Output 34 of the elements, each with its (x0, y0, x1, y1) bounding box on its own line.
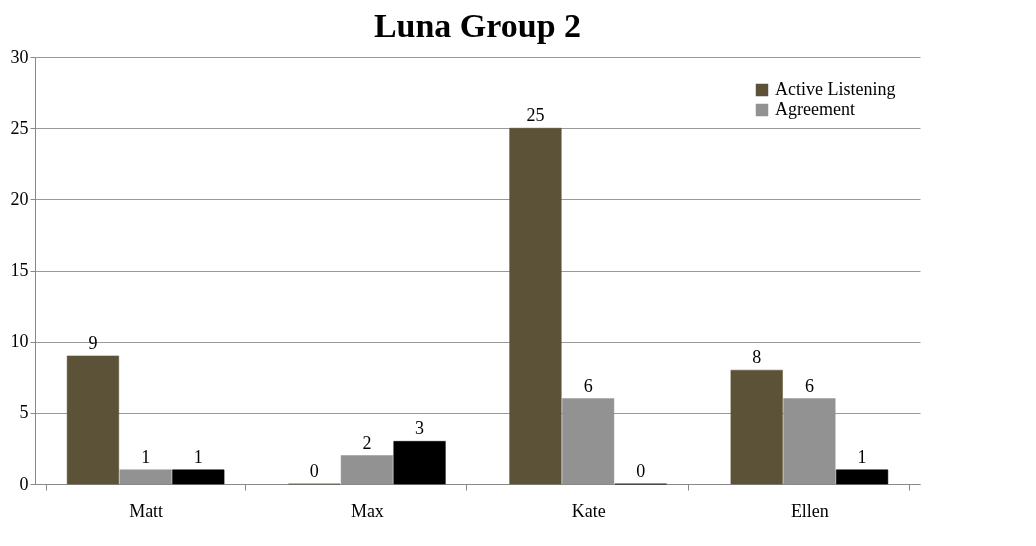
x-tick-label: Kate (571, 500, 606, 521)
data-label: 25 (526, 105, 545, 126)
y-tick-label: 10 (10, 331, 29, 352)
bar (509, 127, 562, 485)
bar (340, 455, 393, 485)
data-label: 0 (636, 461, 646, 481)
data-label: 6 (804, 375, 814, 396)
y-tick-label: 0 (19, 473, 29, 494)
x-tick-label: Max (350, 500, 384, 521)
data-label: 1 (141, 446, 151, 467)
bar (730, 369, 783, 485)
bar (835, 469, 889, 485)
y-tick-label: 5 (19, 402, 29, 423)
bar (172, 469, 225, 485)
chart-title: Luna Group 2 (373, 7, 582, 44)
y-tick-label: 25 (10, 117, 29, 138)
data-label: 2 (362, 432, 372, 453)
x-tick-label: Matt (129, 500, 164, 521)
data-label: 9 (88, 332, 98, 353)
data-label: 3 (415, 418, 425, 439)
data-label: 1 (193, 446, 203, 467)
bar (66, 355, 120, 485)
data-label: 8 (752, 347, 762, 368)
legend-label: Agreement (775, 99, 855, 119)
y-tick-label: 20 (10, 188, 29, 209)
data-label: 6 (583, 375, 593, 396)
bar (119, 469, 172, 485)
y-tick-label: 15 (10, 260, 29, 280)
y-tick-label: 30 (10, 46, 29, 67)
legend-label: Active Listening (775, 79, 896, 99)
x-tick-label: Ellen (790, 500, 829, 521)
bar (393, 441, 446, 485)
data-label: 1 (857, 446, 867, 467)
data-label: 0 (309, 461, 319, 481)
